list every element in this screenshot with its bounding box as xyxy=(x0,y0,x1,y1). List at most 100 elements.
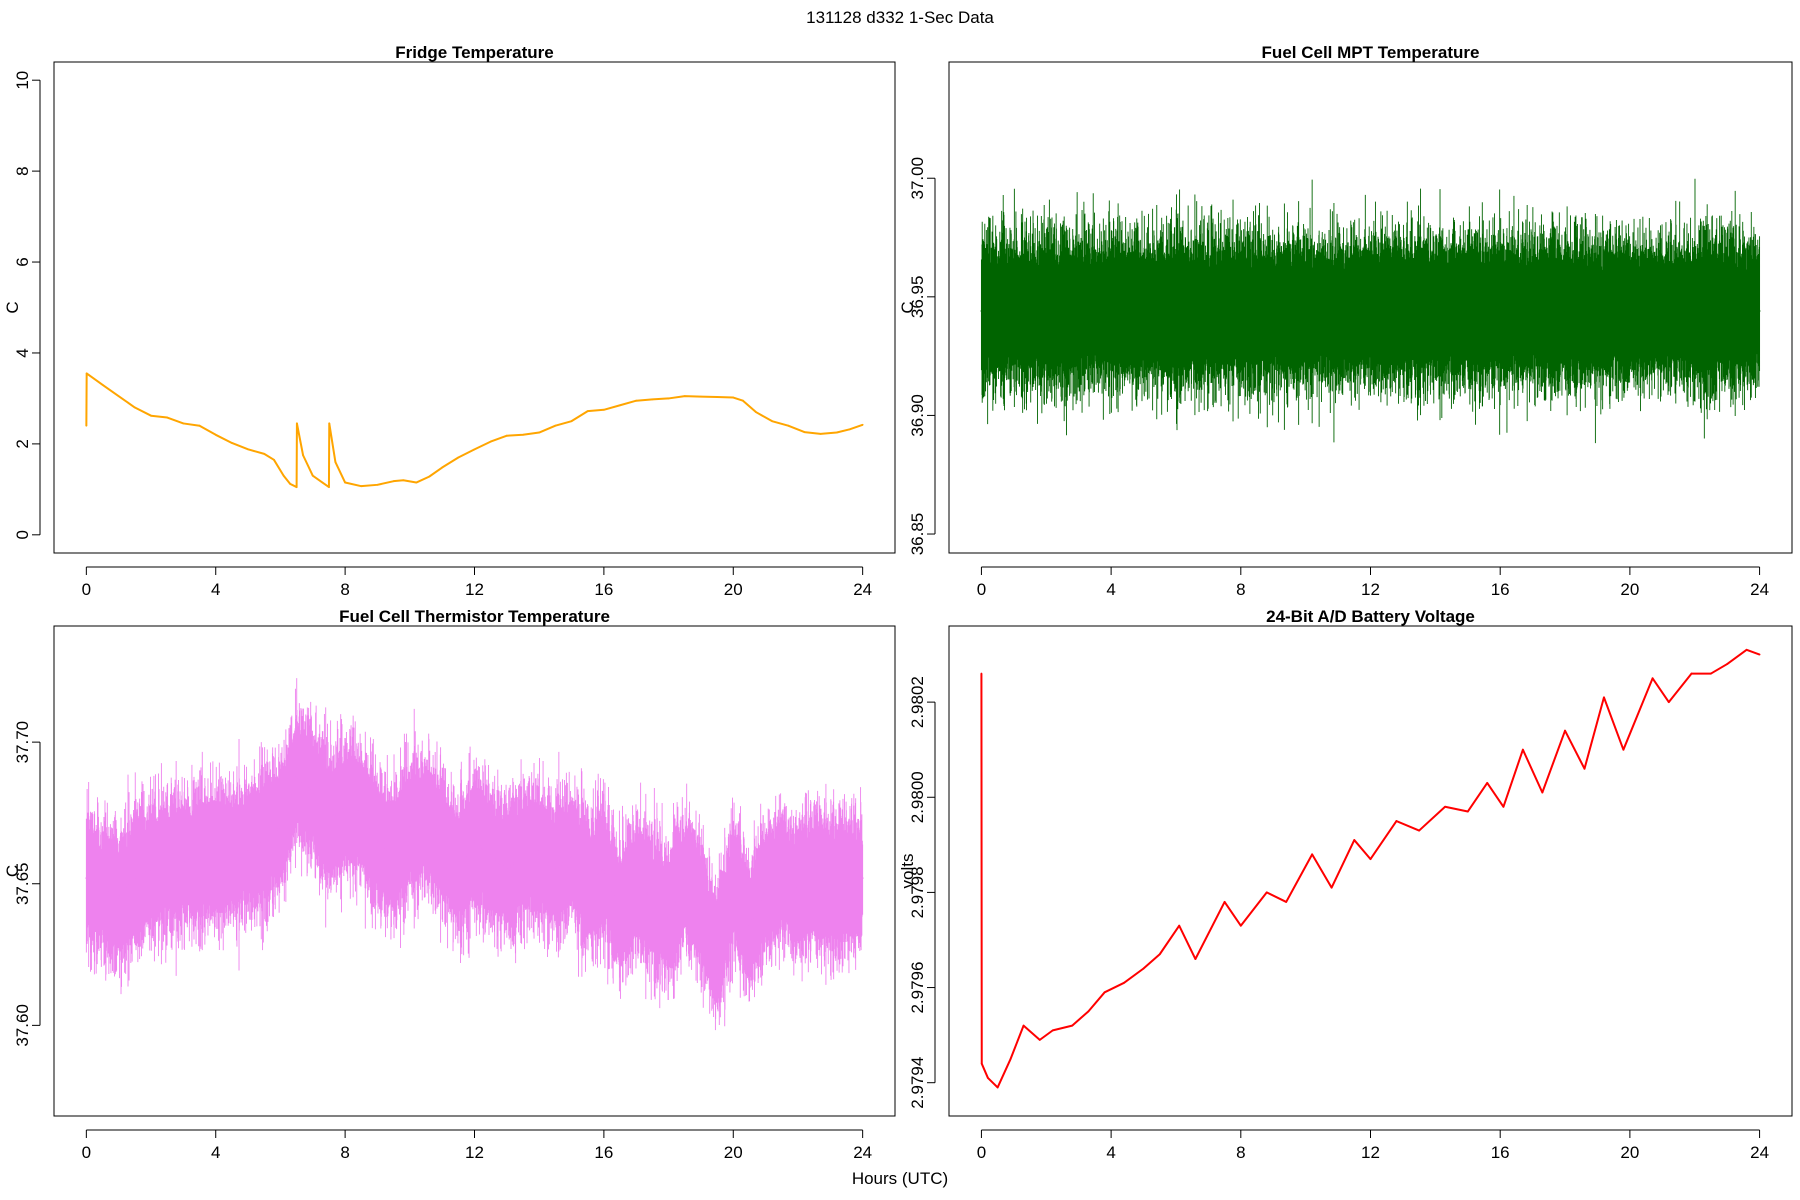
fuel-cell-mpt-temperature-panel: Fuel Cell MPT Temperature C 0 4 8 12 16 20 24 36.… xyxy=(898,43,1793,599)
fuel-cell-thermistor-temperature-data-point xyxy=(586,882,589,885)
fuel-cell-thermistor-temperature-data-point xyxy=(700,905,702,908)
fridge-temperature-data-point xyxy=(402,479,405,482)
fridge-temperature-plot-frame xyxy=(53,61,896,554)
fuel-cell-thermistor-temperature-data-point xyxy=(845,882,848,885)
fridge-temperature-data-point xyxy=(619,404,621,407)
fuel-cell-thermistor-temperature-x-tick-label: 4 xyxy=(211,1143,220,1162)
24-bit-a-d-battery-voltage-data-point xyxy=(1622,748,1625,751)
24-bit-a-d-battery-voltage-data-point xyxy=(980,1062,983,1065)
fridge-temperature-x-tick-label: 0 xyxy=(82,580,91,599)
fridge-temperature-x-tick-label: 20 xyxy=(724,580,743,599)
fuel-cell-thermistor-temperature-data-point xyxy=(425,820,427,823)
fridge-temperature-data-point xyxy=(101,383,104,386)
fridge-temperature-data-point xyxy=(117,395,120,398)
fridge-temperature-data-point xyxy=(334,461,337,463)
fridge-temperature-data-point xyxy=(231,442,233,444)
fuel-cell-thermistor-temperature-data-point xyxy=(764,888,767,891)
fuel-cell-thermistor-temperature-data-point xyxy=(829,888,832,891)
fridge-temperature-data-point xyxy=(651,398,654,401)
24-bit-a-d-battery-voltage-data-point xyxy=(1009,1058,1012,1060)
fuel-cell-thermistor-temperature-data-point xyxy=(295,775,298,778)
fridge-temperature-data-point xyxy=(311,474,314,477)
24-bit-a-d-battery-voltage-data-point xyxy=(1690,672,1693,675)
fuel-cell-thermistor-temperature-data-point xyxy=(263,840,266,843)
24-bit-a-d-battery-voltage-data-point xyxy=(1486,782,1489,784)
fridge-temperature-y-tick-label: 4 xyxy=(13,348,32,357)
fuel-cell-mpt-temperature-data-point xyxy=(1434,310,1437,312)
fuel-cell-thermistor-temperature-data-point xyxy=(635,882,638,885)
24-bit-a-d-battery-voltage-data-point xyxy=(1502,805,1505,808)
fuel-cell-mpt-temperature-y-tick-label: 36.85 xyxy=(908,513,927,556)
figure-title: 131128 d332 1-Sec Data xyxy=(806,8,994,27)
fuel-cell-thermistor-temperature-data-point xyxy=(279,826,282,828)
fridge-temperature-data-point xyxy=(522,433,524,436)
fuel-cell-thermistor-temperature-data-point xyxy=(716,953,718,956)
fridge-temperature-data-point xyxy=(415,481,418,484)
fuel-cell-thermistor-temperature-y-tick-label: 37.70 xyxy=(13,721,32,764)
fuel-cell-thermistor-temperature-data-point xyxy=(247,848,249,851)
fridge-temperature-data-point xyxy=(755,411,757,413)
24-bit-a-d-battery-voltage-data-point xyxy=(987,1077,989,1079)
fuel-cell-thermistor-temperature-title: Fuel Cell Thermistor Temperature xyxy=(339,607,610,626)
fridge-temperature-data-point xyxy=(771,420,773,423)
24-bit-a-d-battery-voltage-y-tick-label: 2.9798 xyxy=(908,866,927,918)
24-bit-a-d-battery-voltage-x-tick-label: 20 xyxy=(1620,1143,1639,1162)
fridge-temperature-y-tick-label: 10 xyxy=(13,71,32,90)
24-bit-a-d-battery-voltage-data-point xyxy=(1667,701,1670,704)
fridge-temperature-data-point xyxy=(150,414,152,417)
24-bit-a-d-battery-voltage-data-point xyxy=(1087,1010,1090,1013)
24-bit-a-d-battery-voltage-data-point xyxy=(1541,791,1544,794)
fridge-temperature-x-tick-label: 24 xyxy=(853,580,872,599)
fuel-cell-thermistor-temperature-y-axis-label: C xyxy=(3,865,22,877)
fridge-temperature-data-point xyxy=(247,448,249,451)
fuel-cell-mpt-temperature-data-point xyxy=(1045,310,1048,312)
24-bit-a-d-battery-voltage-data-point xyxy=(1223,901,1226,903)
fuel-cell-mpt-temperature-data-point xyxy=(1564,310,1566,312)
fuel-cell-thermistor-temperature-data-point xyxy=(457,868,460,871)
fridge-temperature-data-point xyxy=(848,428,851,431)
fuel-cell-thermistor-temperature-x-tick-label: 0 xyxy=(82,1143,91,1162)
24-bit-a-d-battery-voltage-data-point xyxy=(1285,901,1288,903)
fridge-temperature-data-point xyxy=(602,408,605,411)
24-bit-a-d-battery-voltage-title: 24-Bit A/D Battery Voltage xyxy=(1266,607,1475,626)
24-bit-a-d-battery-voltage-data-point xyxy=(1521,748,1524,751)
fuel-cell-thermistor-temperature-y-tick-label: 37.65 xyxy=(13,862,32,905)
fuel-cell-thermistor-temperature-data-point xyxy=(441,840,444,843)
24-bit-a-d-battery-voltage-data-point xyxy=(1651,677,1654,680)
fridge-temperature-title: Fridge Temperature xyxy=(395,43,553,62)
fuel-cell-mpt-temperature-title: Fuel Cell MPT Temperature xyxy=(1262,43,1480,62)
fridge-temperature-data-point xyxy=(586,410,589,413)
24-bit-a-d-battery-voltage-data-point xyxy=(1022,1024,1025,1027)
fuel-cell-mpt-temperature-y-tick-label: 36.90 xyxy=(908,394,927,437)
24-bit-a-d-battery-voltage-data-point xyxy=(1564,729,1566,732)
fuel-cell-thermistor-temperature-data-point xyxy=(748,925,751,928)
fridge-temperature-data-point xyxy=(441,466,444,469)
fuel-cell-thermistor-temperature-data-point xyxy=(182,860,185,862)
fridge-temperature-data-point xyxy=(803,431,806,433)
fuel-cell-thermistor-temperature-data-point xyxy=(360,812,363,814)
fridge-temperature-data-point xyxy=(85,372,88,375)
fridge-temperature-data-point xyxy=(85,424,88,427)
24-bit-a-d-battery-voltage-data-point xyxy=(1466,810,1469,813)
fuel-cell-thermistor-temperature-plot-frame xyxy=(53,625,896,1117)
24-bit-a-d-battery-voltage-y-tick-label: 2.9802 xyxy=(908,676,927,728)
fridge-temperature-data-point xyxy=(635,399,638,402)
fuel-cell-thermistor-temperature-data-point xyxy=(489,854,492,857)
fuel-cell-thermistor-temperature-y-tick-label: 37.60 xyxy=(13,1004,32,1047)
fuel-cell-thermistor-temperature-data-point xyxy=(473,840,476,843)
24-bit-a-d-battery-voltage-data-point xyxy=(1103,991,1106,994)
24-bit-a-d-battery-voltage-data-point xyxy=(1311,853,1314,856)
24-bit-a-d-battery-voltage-data-point xyxy=(1330,886,1333,889)
fuel-cell-thermistor-temperature-data-point xyxy=(117,897,120,899)
fuel-cell-thermistor-temperature-x-tick-label: 16 xyxy=(594,1143,613,1162)
fridge-temperature-y-tick-label: 0 xyxy=(13,530,32,539)
fuel-cell-mpt-temperature-x-tick-label: 20 xyxy=(1620,580,1639,599)
fridge-temperature-data-point xyxy=(835,431,838,434)
24-bit-a-d-battery-voltage-x-tick-label: 0 xyxy=(977,1143,986,1162)
24-bit-a-d-battery-voltage-data-point xyxy=(1265,891,1268,894)
fuel-cell-thermistor-temperature-data-point xyxy=(683,877,686,879)
fridge-temperature-data-point xyxy=(457,456,460,459)
fridge-temperature-data-point xyxy=(716,396,718,398)
fridge-temperature-data-point xyxy=(538,431,541,434)
